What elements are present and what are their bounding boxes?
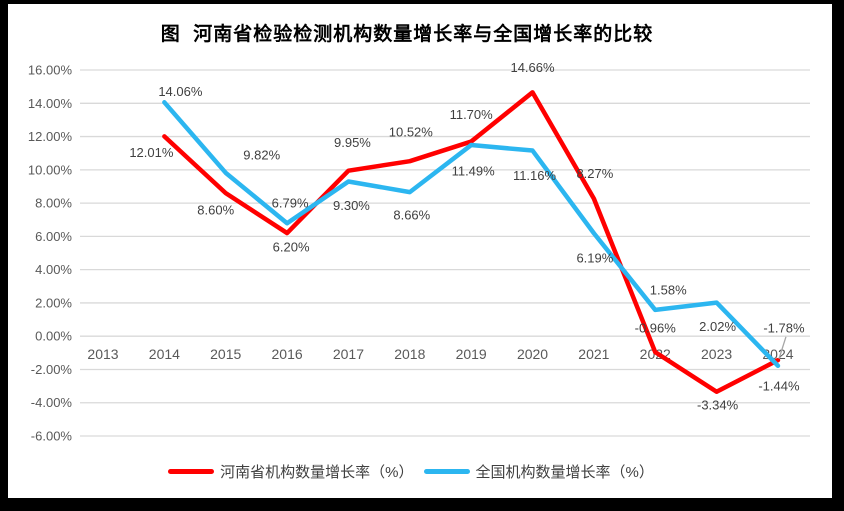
- data-label: 6.20%: [273, 240, 310, 255]
- data-label: 6.79%: [272, 196, 309, 211]
- x-axis-tick-label: 2017: [333, 346, 364, 362]
- legend-label-henan: 河南省机构数量增长率（%）: [220, 464, 414, 481]
- x-axis-tick-label: 2021: [578, 346, 609, 362]
- y-axis-tick-label: 2.00%: [35, 295, 72, 310]
- y-axis-tick-label: -4.00%: [31, 395, 73, 410]
- x-axis-tick-label: 2023: [701, 346, 732, 362]
- y-axis-tick-label: 14.00%: [28, 96, 73, 111]
- data-label: -0.96%: [635, 321, 677, 336]
- y-axis-tick-label: 12.00%: [28, 129, 73, 144]
- henan-series-line: [162, 90, 781, 395]
- y-axis-tick-label: 10.00%: [28, 162, 73, 177]
- legend-item-national: 全国机构数量增长率（%）: [423, 461, 654, 482]
- data-label: 12.01%: [129, 145, 174, 160]
- data-label: -1.78%: [763, 320, 805, 335]
- data-label: 11.16%: [513, 168, 557, 183]
- data-label: 14.06%: [158, 84, 203, 99]
- data-label: 8.60%: [197, 203, 234, 218]
- chart-legend: 河南省机构数量增长率（%） 全国机构数量增长率（%）: [0, 461, 828, 482]
- y-axis-tick-label: -2.00%: [31, 362, 73, 377]
- y-axis-tick-label: 4.00%: [35, 262, 72, 277]
- data-label: 9.82%: [243, 147, 280, 162]
- data-label: 11.49%: [452, 164, 496, 179]
- y-axis-tick-label: 16.00%: [28, 63, 73, 78]
- x-axis-tick-label: 2020: [517, 346, 548, 362]
- label-leader-line: [778, 336, 787, 360]
- legend-item-henan: 河南省机构数量增长率（%）: [168, 461, 414, 482]
- data-label: 9.95%: [334, 135, 371, 150]
- x-axis-tick-label: 2014: [149, 346, 180, 362]
- x-axis-tick-label: 2013: [87, 346, 118, 362]
- data-label: 8.27%: [576, 166, 613, 181]
- x-axis-tick-label: 2019: [456, 346, 487, 362]
- data-label: -1.44%: [758, 379, 800, 394]
- x-axis-tick-label: 2018: [394, 346, 425, 362]
- chart-title: 图 河南省检验检测机构数量增长率与全国增长率的比较: [160, 24, 654, 45]
- data-label: 6.19%: [576, 251, 613, 266]
- national-series-swatch: [423, 469, 470, 474]
- y-axis-tick-label: 6.00%: [35, 229, 72, 244]
- data-label: 14.66%: [510, 60, 555, 75]
- y-axis-tick-label: -6.00%: [31, 429, 73, 444]
- national-series-line: [162, 100, 781, 369]
- data-label: -3.34%: [697, 397, 739, 412]
- data-label: 10.52%: [389, 125, 434, 140]
- x-axis-tick-label: 2016: [272, 346, 303, 362]
- data-label: 11.70%: [450, 107, 494, 122]
- y-axis-tick-label: 8.00%: [35, 196, 72, 211]
- x-axis-tick-label: 2015: [210, 346, 241, 362]
- y-axis-tick-label: 0.00%: [35, 329, 72, 344]
- data-label: 9.30%: [333, 198, 370, 213]
- henan-series-swatch: [168, 469, 215, 474]
- data-label: 1.58%: [650, 282, 687, 297]
- legend-label-national: 全国机构数量增长率（%）: [475, 464, 654, 481]
- data-label: 8.66%: [393, 208, 430, 223]
- chart-background: [8, 4, 832, 498]
- data-label: 2.02%: [699, 319, 736, 334]
